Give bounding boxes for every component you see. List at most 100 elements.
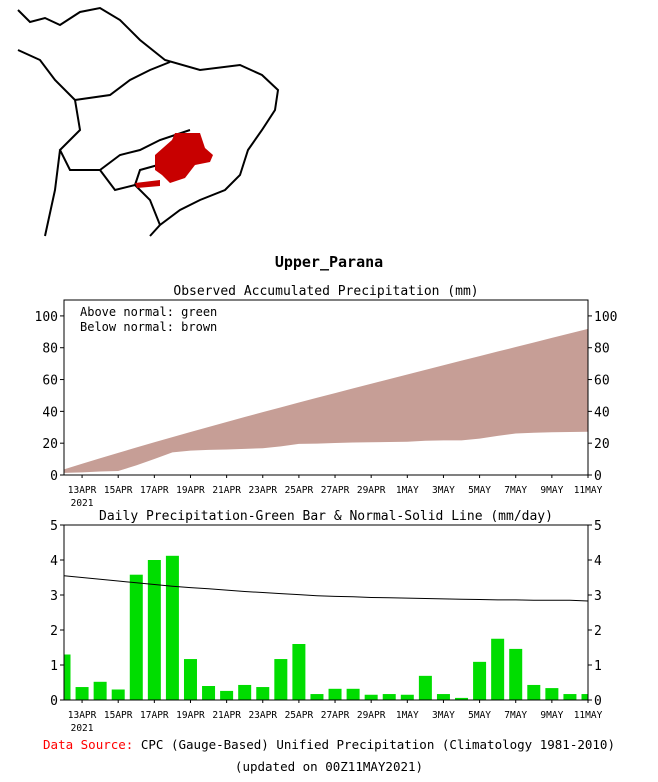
x-tick-label: 25APR [285,485,314,496]
y-tick-label-right: 80 [594,342,610,357]
x-tick-label: 11MAY [574,710,603,721]
y-tick-label-left: 0 [50,694,58,709]
legend-above: Above normal: green [80,305,217,319]
y-tick-label-left: 3 [50,589,58,604]
bar-15APR [111,689,125,700]
x-tick-label: 9MAY [540,710,563,721]
bar-1MAY [400,694,414,700]
below-normal-area [64,328,588,473]
x-tick-label: 13APR [68,485,97,496]
bar-26APR [310,694,324,700]
x-tick-label: 3MAY [432,485,455,496]
bar-22APR [238,684,252,700]
bar-27APR [328,688,342,700]
x-tick-label: 5MAY [468,485,491,496]
bars-group [64,555,588,700]
upper-parana-region [155,133,213,183]
y-tick-label-right: 0 [594,694,602,709]
x-tick-label: 13APR [68,710,97,721]
normal-line [63,575,589,602]
y-tick-label-right: 0 [594,469,602,484]
y-tick-label-left: 2 [50,624,58,639]
y-tick-label-right: 4 [594,554,602,569]
bar-13APR [75,687,89,700]
bar-2MAY [418,675,432,700]
bar-28APR [346,688,360,700]
y-tick-label-left: 20 [42,437,58,452]
y-tick-label-left: 40 [42,405,58,420]
x-tick-label: 1MAY [396,485,419,496]
y-tick-label-right: 20 [594,437,610,452]
bar-30APR [382,694,396,700]
y-tick-label-right: 1 [594,659,602,674]
bar-11MAY [581,694,588,700]
daily-chart: Daily Precipitation-Green Bar & Normal-S… [50,509,603,733]
bar-5MAY [473,661,487,700]
bar-20APR [202,686,216,700]
bar-17APR [147,560,161,700]
bar-12APR [64,654,71,700]
data-source-line: Data Source: CPC (Gauge-Based) Unified P… [0,737,658,752]
legend-below: Below normal: brown [80,320,217,334]
bar-23APR [256,687,270,700]
x-tick-label: 9MAY [540,485,563,496]
y-tick-label-left: 100 [35,310,58,325]
bar-25APR [292,644,306,700]
x-tick-label: 3MAY [432,710,455,721]
bar-3MAY [436,694,450,700]
year-label: 2021 [71,723,94,733]
accumulated-chart: Observed Accumulated Precipitation (mm) 0… [35,284,618,508]
region-title: Upper_Parana [274,253,384,271]
bar-4MAY [455,697,469,700]
y-tick-label-left: 0 [50,469,58,484]
bar-18APR [165,555,179,700]
y-tick-label-left: 1 [50,659,58,674]
bar-19APR [183,659,197,700]
plot-frame [63,299,589,476]
y-tick-label-right: 100 [594,310,617,325]
y-tick-label-right: 40 [594,405,610,420]
year-label: 2021 [71,498,94,508]
x-tick-label: 29APR [357,710,386,721]
bar-14APR [93,681,107,700]
bar-29APR [364,694,378,700]
y-tick-label-left: 80 [42,342,58,357]
y-tick-label-right: 5 [594,519,602,534]
updated-text: (updated on 00Z11MAY2021) [234,759,424,774]
bar-10MAY [563,694,577,700]
x-tick-label: 23APR [248,710,277,721]
x-tick-label: 21APR [212,485,241,496]
bar-8MAY [527,684,541,700]
region-map [17,6,280,237]
x-tick-label: 23APR [248,485,277,496]
x-tick-label: 21APR [212,710,241,721]
upper-parana-region-tail [135,180,160,188]
x-tick-label: 27APR [321,710,350,721]
x-tick-label: 19APR [176,485,205,496]
x-tick-label: 29APR [357,485,386,496]
x-tick-label: 15APR [104,710,133,721]
bar-7MAY [509,648,523,700]
data-source-text: CPC (Gauge-Based) Unified Precipitation … [140,737,615,752]
x-tick-label: 11MAY [574,485,603,496]
x-tick-label: 17APR [140,710,169,721]
y-tick-label-right: 3 [594,589,602,604]
x-tick-label: 27APR [321,485,350,496]
bar-21APR [220,690,234,700]
bar-9MAY [545,688,559,700]
y-tick-label-left: 60 [42,374,58,389]
x-tick-label: 7MAY [504,710,527,721]
bar-24APR [274,659,288,700]
y-tick-label-right: 2 [594,624,602,639]
plot-frame [63,524,589,701]
x-tick-label: 7MAY [504,485,527,496]
country-borders [17,49,191,237]
chart-title: Daily Precipitation-Green Bar & Normal-S… [99,509,553,524]
y-tick-label-left: 4 [50,554,58,569]
data-source-label: Data Source: [43,737,134,752]
bar-6MAY [491,638,505,700]
y-tick-label-left: 5 [50,519,58,534]
chart-title: Observed Accumulated Precipitation (mm) [173,284,478,299]
bar-16APR [129,574,143,700]
x-tick-label: 15APR [104,485,133,496]
